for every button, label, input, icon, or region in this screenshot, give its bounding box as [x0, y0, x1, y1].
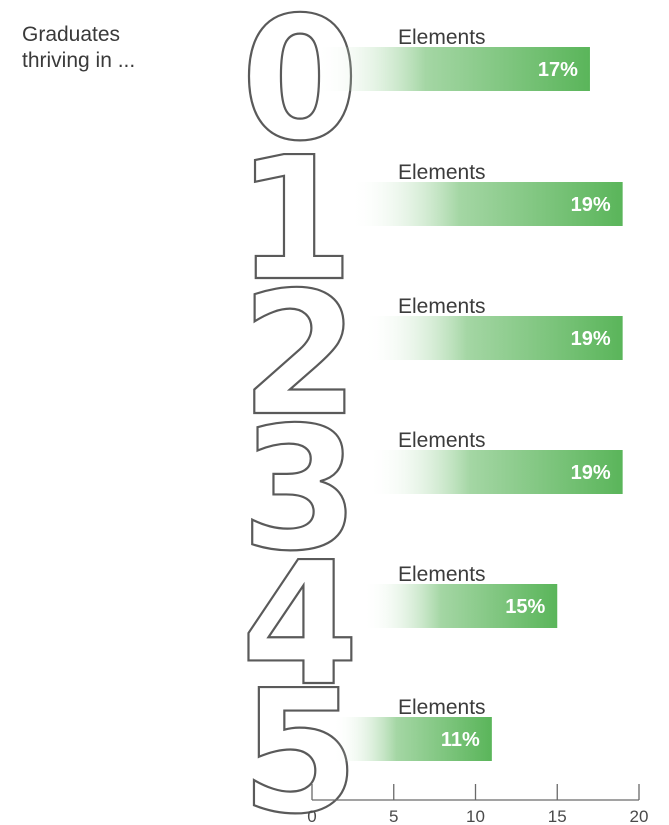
category-label: Elements [398, 563, 486, 586]
lead-line-1: Graduates [22, 23, 121, 46]
digit-label: 3 [241, 391, 359, 589]
data-label: 19% [571, 462, 611, 484]
x-tick-label: 20 [630, 807, 649, 825]
bar [316, 47, 590, 91]
x-tick-label: 5 [389, 807, 398, 825]
digit-label: 4 [241, 526, 359, 724]
digit-label: 1 [236, 121, 354, 319]
chart-row-4: 4 Elements 15% [240, 525, 558, 725]
category-label: Elements [398, 161, 486, 184]
x-tick-label: 15 [548, 807, 567, 825]
digit-label: 5 [241, 654, 359, 825]
chart-row-3: 3 Elements 19% [240, 390, 623, 590]
data-label: 15% [505, 596, 545, 618]
lead-line-2: thriving in ... [22, 49, 136, 72]
category-label: Elements [398, 696, 486, 719]
x-axis: 0 5 10 15 20 [307, 784, 648, 825]
bar [363, 584, 558, 628]
x-tick-label: 10 [466, 807, 485, 825]
x-tick-label: 0 [307, 807, 316, 825]
chart-row-2: 2 Elements 19% [240, 255, 623, 455]
digit-label: 2 [241, 256, 359, 454]
chart-lead-text: Graduates thriving in ... [22, 22, 135, 74]
data-label: 19% [571, 328, 611, 350]
bar [368, 450, 623, 494]
data-label: 17% [538, 59, 578, 81]
bar [363, 316, 623, 360]
chart-row-5: 5 Elements 11% [240, 653, 492, 825]
data-label: 19% [571, 194, 611, 216]
chart-rows: 0 Elements 17% 1 Elements 19% 2 Elements 19% 3 Ele… [235, 0, 623, 825]
bar [333, 717, 492, 761]
category-label: Elements [398, 429, 486, 452]
data-label: 11% [441, 729, 480, 751]
category-label: Elements [398, 26, 486, 49]
chart-row-1: 1 Elements 19% [235, 120, 623, 320]
bar [350, 182, 623, 226]
category-label: Elements [398, 295, 486, 318]
